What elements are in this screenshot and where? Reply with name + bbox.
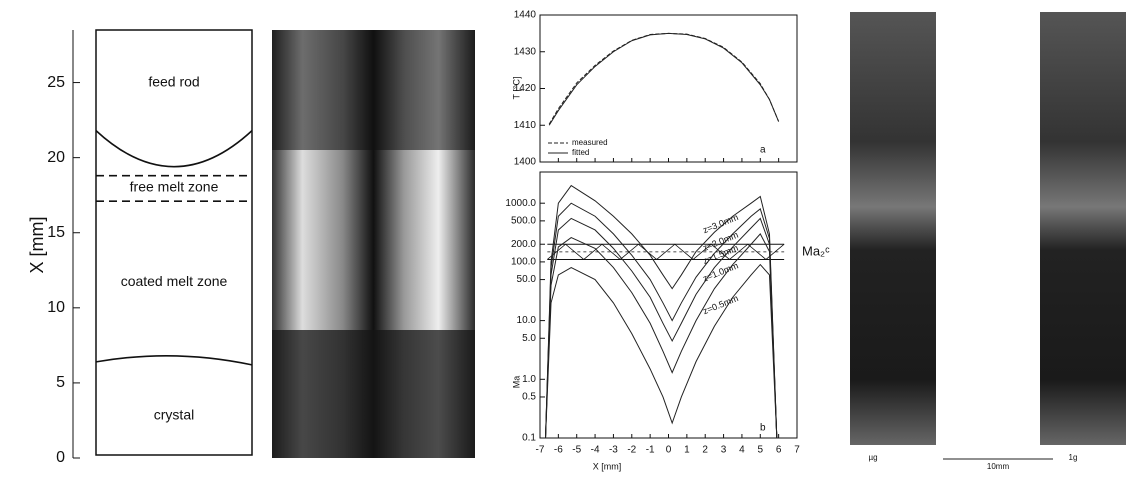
zone-label: feed rod	[148, 73, 199, 89]
y-tick-label: 100.0	[511, 257, 536, 268]
data-line	[545, 184, 778, 439]
curve-label: z=0.5mm	[701, 293, 739, 316]
x-tick-label: -4	[591, 445, 600, 456]
data-line	[545, 233, 778, 439]
panel-label: b	[760, 423, 766, 434]
y-tick-label: 20	[47, 149, 65, 166]
data-line	[548, 32, 780, 125]
y-tick-label: 10.0	[517, 315, 537, 326]
y-axis-label: Ma	[511, 376, 521, 389]
critical-label: Ma₂ᶜ	[802, 243, 830, 258]
y-tick-label: 0.5	[522, 392, 536, 403]
photo-label: 1g	[1069, 453, 1078, 462]
legend-label: measured	[572, 138, 608, 147]
x-tick-label: 4	[739, 445, 745, 456]
zone-boundary	[95, 130, 253, 168]
y-tick-label: 1440	[514, 10, 537, 21]
y-tick-label: 5.0	[522, 333, 536, 344]
legend-label: fitted	[572, 148, 589, 157]
y-tick-label: 1420	[514, 83, 537, 94]
y-tick-label: 15	[47, 224, 65, 241]
photo-shade	[272, 330, 475, 458]
y-tick-label: 0.1	[522, 433, 536, 444]
zone-label: coated melt zone	[121, 273, 228, 289]
y-tick-label: 1430	[514, 46, 537, 57]
x-tick-label: 5	[758, 445, 764, 456]
zone-boundary	[95, 355, 253, 366]
scale-label: 10mm	[987, 462, 1010, 471]
plot-frame	[539, 171, 798, 439]
y-tick-label: 5	[56, 374, 65, 391]
x-axis-label: X [mm]	[593, 461, 622, 471]
zone-label: free melt zone	[130, 178, 219, 194]
zone-label: crystal	[154, 407, 194, 423]
x-tick-label: -7	[536, 445, 545, 456]
y-tick-label: 500.0	[511, 216, 536, 227]
x-tick-label: -6	[554, 445, 563, 456]
data-line	[545, 217, 778, 439]
photo-1g	[1040, 12, 1126, 445]
x-tick-label: 3	[721, 445, 727, 456]
y-tick-label: 0	[56, 449, 65, 466]
y-tick-label: 1400	[514, 157, 537, 168]
data-line	[545, 202, 778, 439]
y-tick-label: 1000.0	[505, 198, 536, 209]
x-tick-label: -3	[609, 445, 618, 456]
y-tick-label: 1.0	[522, 374, 536, 385]
y-axis-label: X [mm]	[27, 217, 47, 274]
panel-label: a	[760, 145, 766, 156]
x-tick-label: 7	[794, 445, 800, 456]
x-tick-label: 1	[684, 445, 690, 456]
x-tick-label: 0	[666, 445, 672, 456]
y-tick-label: 1410	[514, 120, 537, 131]
y-tick-label: 10	[47, 299, 65, 316]
x-tick-label: 2	[702, 445, 708, 456]
schematic-box	[95, 29, 253, 456]
x-tick-label: -5	[572, 445, 581, 456]
critical-band-zigzag	[547, 243, 785, 260]
data-line	[545, 263, 778, 439]
photo-shade	[272, 30, 475, 150]
photo-label: µg	[868, 453, 877, 462]
y-axis-label: T [°C]	[511, 77, 521, 100]
x-tick-label: -2	[627, 445, 636, 456]
data-line	[548, 32, 780, 126]
y-tick-label: 200.0	[511, 239, 536, 250]
y-tick-label: 25	[47, 74, 65, 91]
y-tick-label: 50.0	[517, 274, 537, 285]
x-tick-label: 6	[776, 445, 782, 456]
photo-ug	[850, 12, 936, 445]
x-tick-label: -1	[646, 445, 655, 456]
